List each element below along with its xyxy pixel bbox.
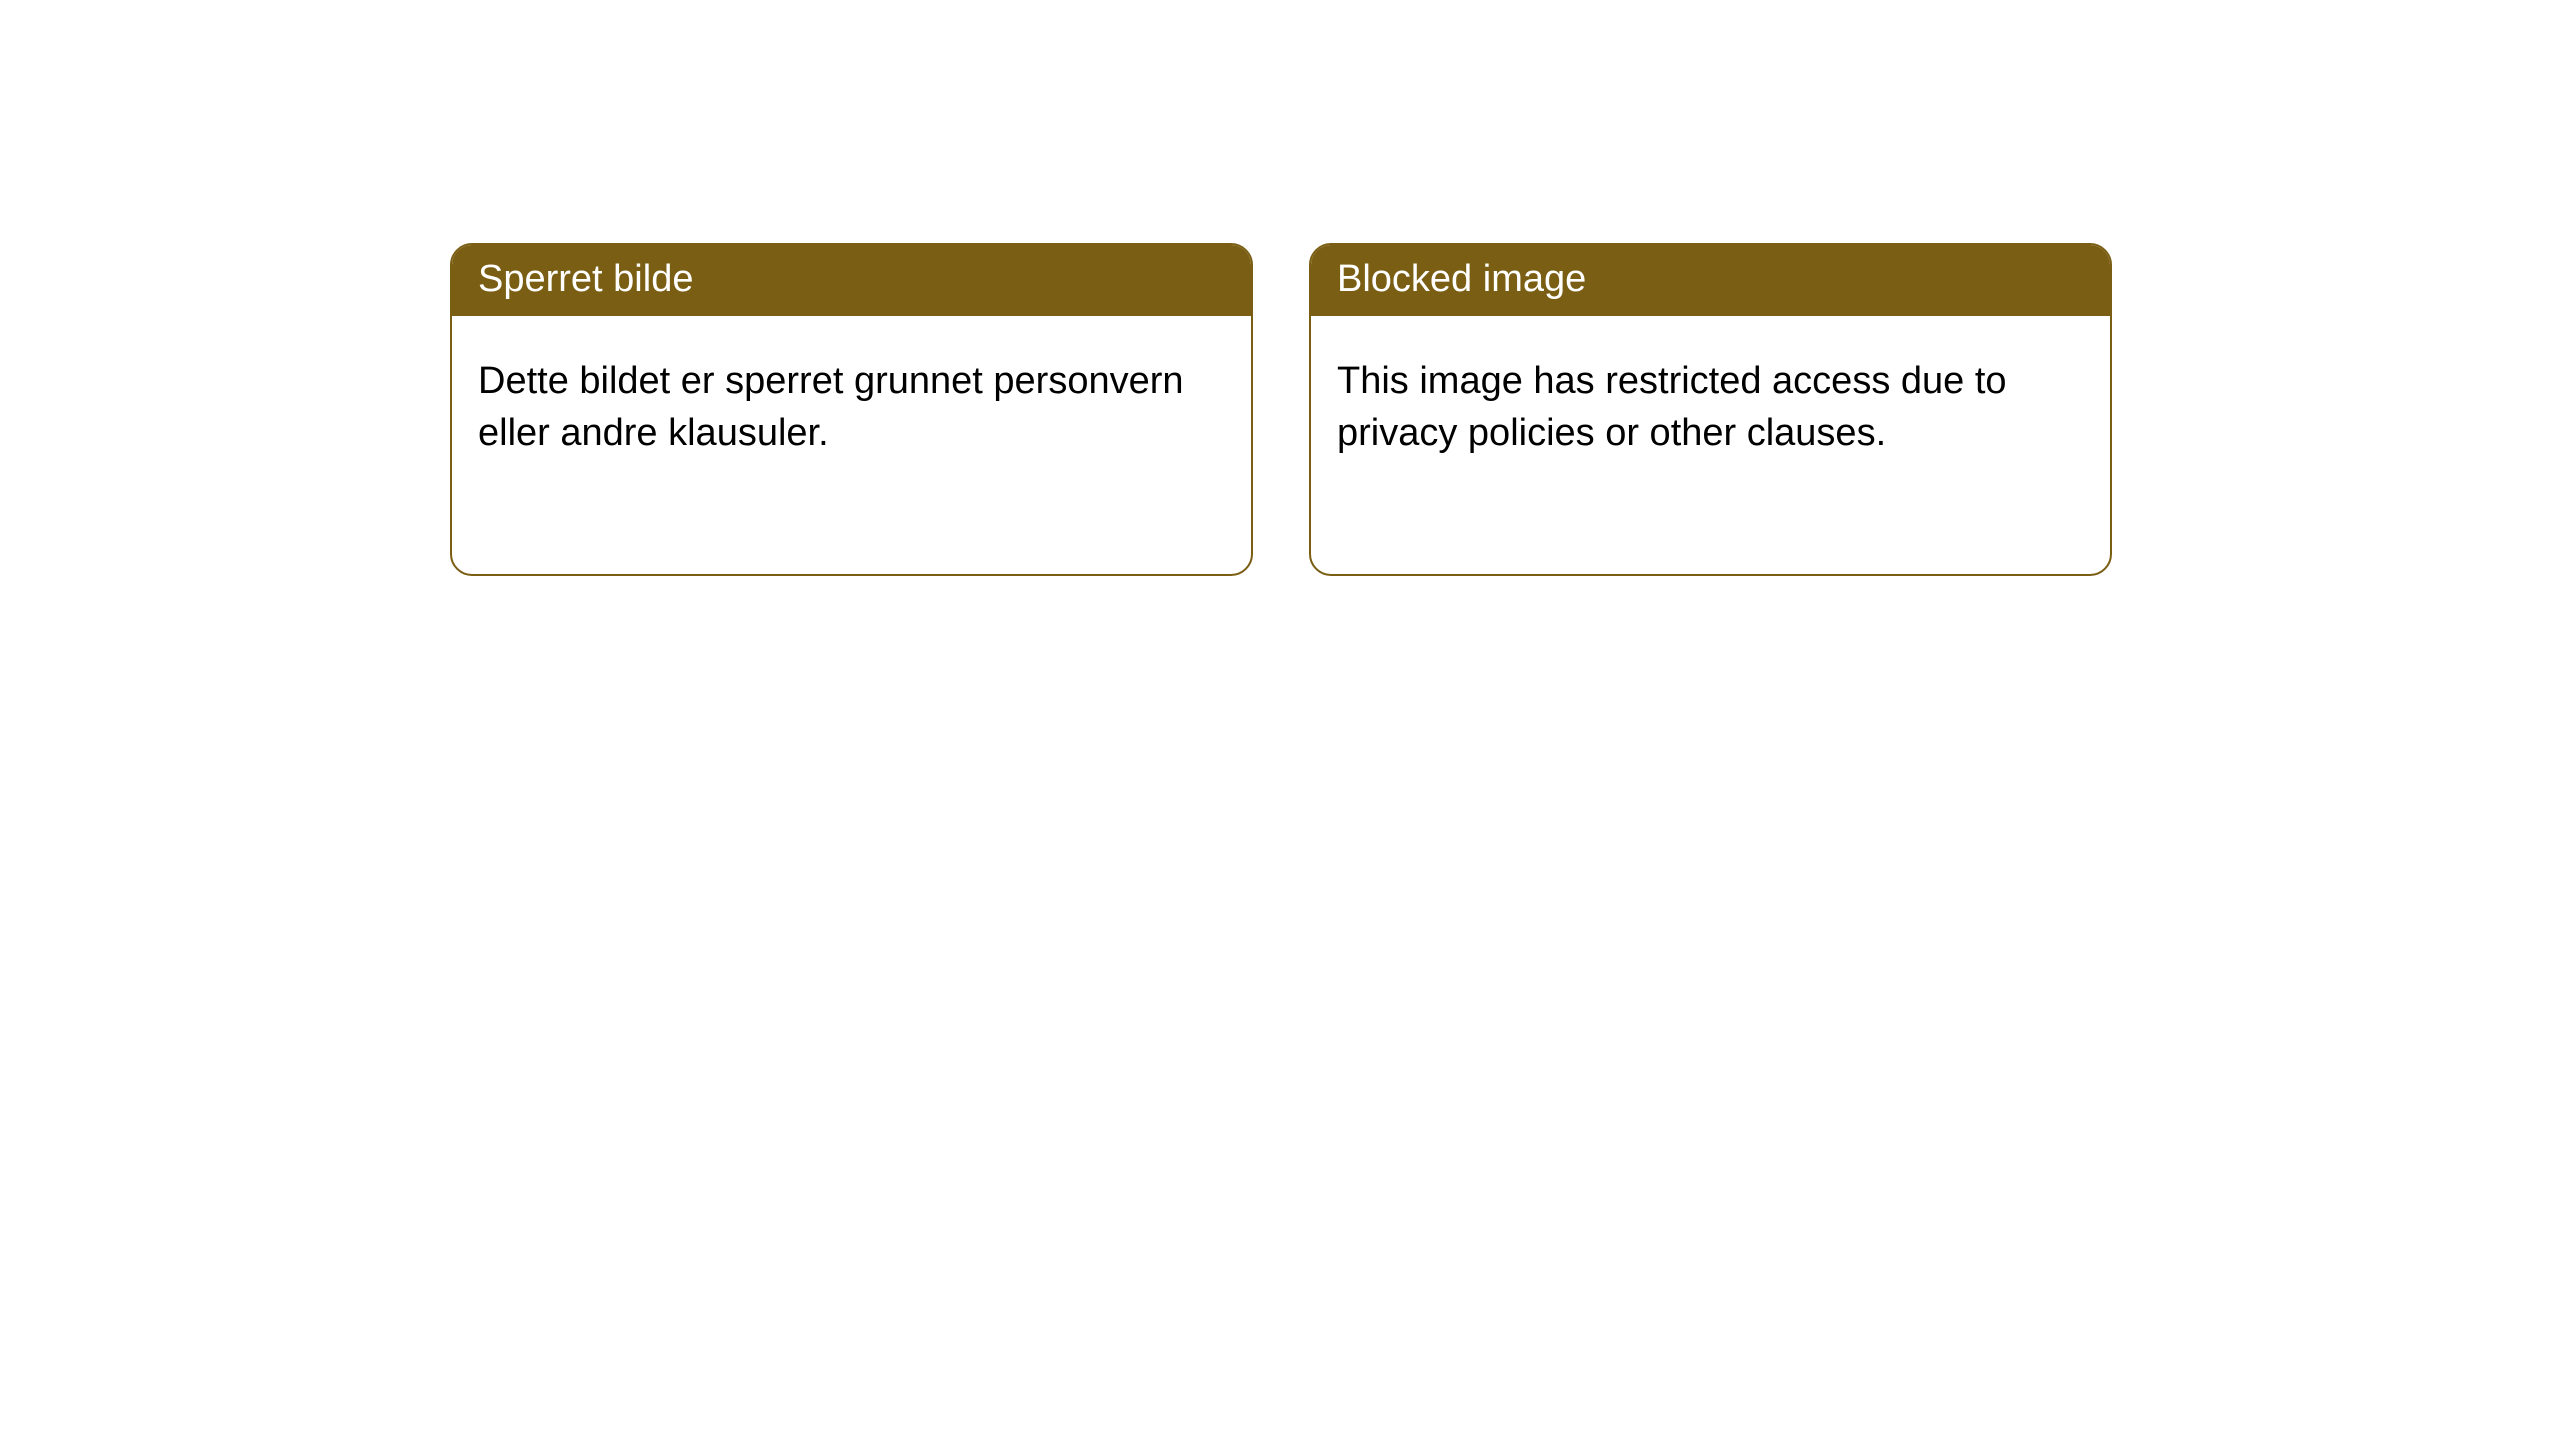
notice-title-english: Blocked image: [1311, 245, 2110, 316]
notice-body-norwegian: Dette bildet er sperret grunnet personve…: [452, 316, 1251, 485]
notice-card-english: Blocked image This image has restricted …: [1309, 243, 2112, 576]
notice-title-norwegian: Sperret bilde: [452, 245, 1251, 316]
notice-card-norwegian: Sperret bilde Dette bildet er sperret gr…: [450, 243, 1253, 576]
notice-body-english: This image has restricted access due to …: [1311, 316, 2110, 485]
notice-container: Sperret bilde Dette bildet er sperret gr…: [0, 0, 2560, 576]
